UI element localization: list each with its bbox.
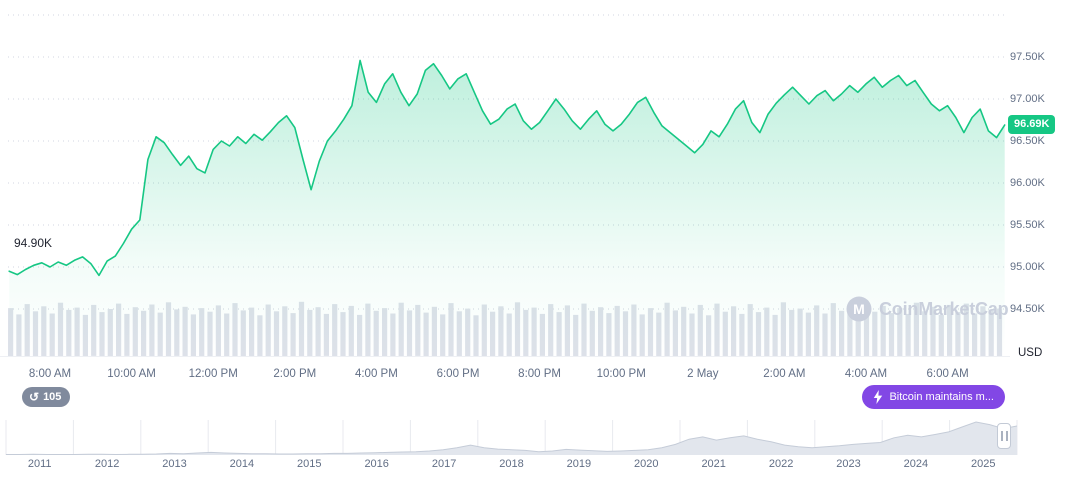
navigator-year-label[interactable]: 2018 — [499, 458, 524, 470]
navigator-year-label[interactable]: 2014 — [229, 458, 255, 470]
watermark-label: CoinMarketCap — [879, 298, 1009, 319]
x-axis-tick-label: 4:00 PM — [354, 368, 398, 380]
coinmarketcap-logo-icon: M — [846, 296, 872, 322]
handle-grip — [1005, 431, 1008, 441]
y-axis-label: 96.00K — [1010, 177, 1045, 189]
annotations-count-badge[interactable]: ↺ 105 — [22, 387, 71, 407]
y-axis-label: 96.50K — [1010, 135, 1045, 147]
x-axis-tick-label: 2:00 PM — [273, 368, 317, 380]
navigator-year-label[interactable]: 2025 — [971, 458, 996, 470]
x-axis-tick-label: 6:00 AM — [926, 368, 969, 380]
price-area-fill — [9, 60, 1005, 357]
x-axis-tick-label: 2 May — [687, 368, 719, 380]
x-axis-tick-label: 6:00 PM — [436, 368, 480, 380]
x-axis-tick-label: 10:00 PM — [596, 368, 646, 380]
y-axis-label: 97.00K — [1010, 93, 1045, 105]
y-axis-label: 94.50K — [1010, 303, 1045, 315]
current-price-badge: 96.69K — [1008, 115, 1056, 135]
y-axis-label: 97.50K — [1010, 51, 1045, 63]
handle-grip — [1000, 431, 1003, 441]
news-annotation-badge[interactable]: Bitcoin maintains m... — [862, 385, 1005, 409]
navigator-year-label[interactable]: 2015 — [297, 458, 322, 470]
x-axis-tick-label: 2:00 AM — [763, 368, 806, 380]
navigator-year-label[interactable]: 2016 — [364, 458, 389, 470]
navigator-year-label[interactable]: 2023 — [836, 458, 861, 470]
navigator-year-label[interactable]: 2011 — [27, 458, 52, 470]
low-price-label: 94.90K — [14, 236, 53, 250]
y-axis-label: 95.00K — [1010, 261, 1045, 273]
navigator-year-label[interactable]: 2024 — [903, 458, 929, 470]
x-axis-tick-label: 8:00 AM — [28, 368, 72, 380]
navigator-year-label[interactable]: 2013 — [162, 458, 187, 470]
navigator-year-label[interactable]: 2017 — [431, 458, 457, 470]
x-axis-tick-label: 12:00 PM — [188, 368, 238, 380]
navigator-year-label[interactable]: 2020 — [634, 458, 659, 470]
history-icon: ↺ — [29, 390, 40, 404]
annotations-count-label: 105 — [43, 391, 62, 403]
navigator-line — [6, 421, 1018, 456]
x-axis-tick-label: 8:00 PM — [518, 368, 561, 380]
coinmarketcap-watermark: M CoinMarketCap — [846, 296, 1009, 322]
svg-text:M: M — [853, 301, 865, 317]
x-axis-tick-label: 10:00 AM — [107, 368, 156, 380]
price-line — [8, 59, 1006, 277]
x-axis-tick-label: 4:00 AM — [844, 368, 888, 380]
navigator-area[interactable] — [6, 422, 1017, 455]
navigator-year-label[interactable]: 2019 — [566, 458, 592, 470]
news-annotation-label: Bitcoin maintains m... — [889, 391, 994, 403]
lightning-icon — [874, 390, 883, 404]
currency-unit-label: USD — [1018, 347, 1043, 359]
navigator-year-label[interactable]: 2021 — [701, 458, 726, 470]
y-axis-label: 95.50K — [1010, 219, 1045, 231]
navigator-year-label[interactable]: 2012 — [94, 458, 120, 470]
navigator-year-label[interactable]: 2022 — [768, 458, 794, 470]
navigator-handle[interactable] — [997, 423, 1011, 449]
